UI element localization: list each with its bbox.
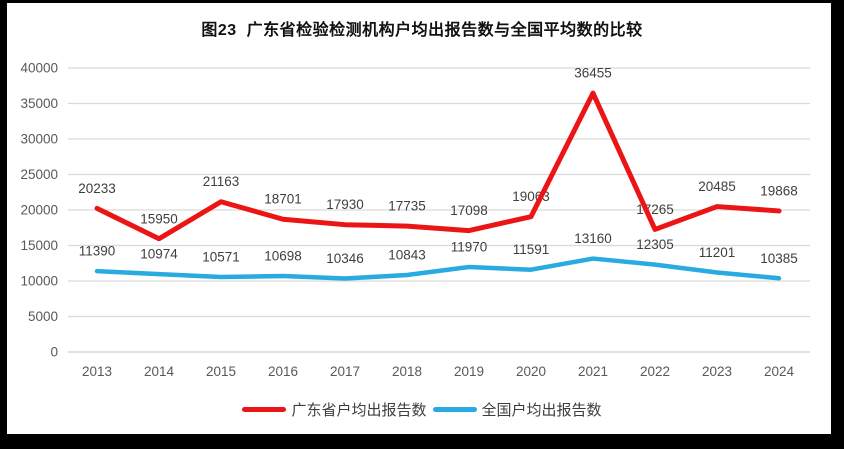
data-label: 10974 (140, 247, 178, 262)
data-label: 10843 (388, 248, 426, 263)
chart-legend: 广东省户均出报告数 全国户均出报告数 (0, 399, 844, 420)
series-line-guangdong (94, 90, 782, 242)
x-axis-label: 2015 (206, 364, 236, 379)
y-axis-label: 5000 (28, 309, 58, 324)
x-axis-label: 2016 (268, 364, 298, 379)
legend-label-national: 全国户均出报告数 (481, 402, 602, 419)
x-axis-label: 2019 (454, 364, 484, 379)
y-axis-label: 30000 (20, 132, 58, 147)
data-label: 17930 (326, 197, 364, 212)
data-label: 21163 (203, 174, 240, 189)
x-axis-label: 2014 (144, 364, 175, 379)
data-label: 10571 (202, 249, 240, 264)
y-axis-label: 0 (50, 345, 58, 360)
y-axis-label: 20000 (20, 203, 58, 218)
data-label: 10385 (760, 251, 798, 266)
data-label: 20485 (698, 179, 736, 194)
y-axis-label: 40000 (20, 61, 58, 76)
chart-title: 图23 广东省检验检测机构户均出报告数与全国平均数的比较 (201, 22, 643, 39)
y-axis-label: 15000 (20, 238, 58, 253)
x-axis-label: 2024 (764, 364, 795, 379)
data-label: 20233 (78, 181, 116, 196)
x-axis-label: 2022 (640, 364, 670, 379)
chart-panel (7, 3, 831, 434)
data-label: 11591 (513, 242, 550, 257)
data-label: 18701 (264, 192, 302, 207)
legend-line-guangdong-icon (242, 407, 287, 412)
y-axis-label: 10000 (20, 274, 58, 289)
x-axis-label: 2017 (330, 364, 360, 379)
data-label: 36455 (574, 66, 612, 81)
data-label: 10698 (264, 249, 302, 264)
y-axis-label: 25000 (20, 167, 58, 182)
x-axis-label: 2020 (516, 364, 546, 379)
legend-item-guangdong: 广东省户均出报告数 (242, 399, 427, 420)
x-axis-label: 2023 (702, 364, 732, 379)
data-label: 17098 (450, 203, 488, 218)
data-label: 19868 (760, 183, 798, 198)
data-label: 17735 (388, 199, 426, 214)
data-label: 11201 (699, 245, 736, 260)
data-label: 13160 (574, 231, 612, 246)
series-line-national (94, 256, 782, 281)
x-axis-label: 2021 (578, 364, 608, 379)
legend-line-national-icon (432, 407, 477, 412)
x-axis-label: 2013 (82, 364, 112, 379)
y-axis-label: 35000 (20, 96, 58, 111)
legend-item-national: 全国户均出报告数 (432, 399, 602, 420)
data-label: 11970 (451, 240, 488, 255)
data-label: 15950 (140, 211, 178, 226)
data-label: 11390 (79, 244, 116, 259)
legend-label-guangdong: 广东省户均出报告数 (291, 402, 427, 419)
data-label: 12305 (636, 237, 674, 252)
x-axis-label: 2018 (392, 364, 422, 379)
data-label: 10346 (326, 251, 364, 266)
